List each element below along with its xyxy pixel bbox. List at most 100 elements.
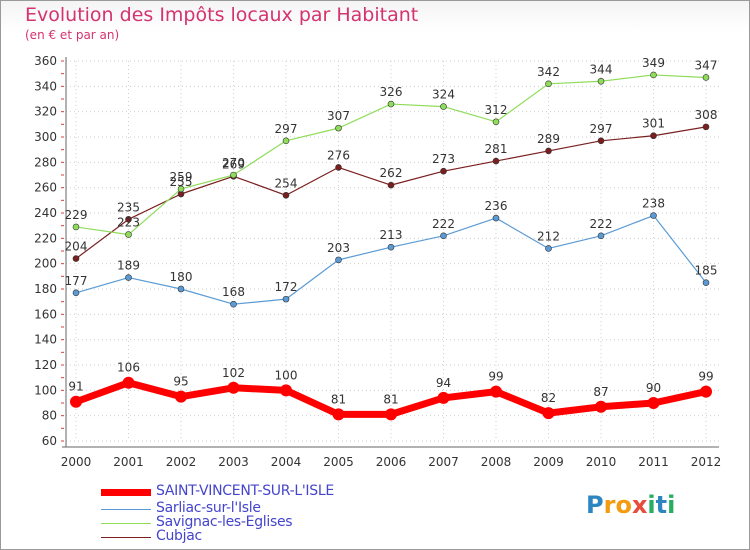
data-label-2: 349 (642, 56, 665, 70)
y-tick-label: 80 (42, 409, 57, 423)
data-label-0: 90 (646, 381, 661, 395)
data-point-3 (125, 216, 132, 223)
data-point-0 (647, 397, 660, 409)
data-point-3 (597, 137, 605, 145)
data-point-2 (545, 80, 552, 88)
logo-letter: i (647, 491, 656, 519)
y-tick-label: 280 (34, 155, 57, 169)
data-point-0 (122, 376, 135, 389)
data-label-1: 236 (485, 199, 508, 213)
data-point-0 (280, 384, 292, 397)
y-tick-label: 100 (34, 383, 57, 397)
data-label-1: 189 (117, 259, 140, 273)
data-point-1 (597, 232, 605, 240)
data-point-1 (125, 274, 132, 281)
legend-label-sarliac: Sarliac-sur-l'Isle (156, 500, 261, 516)
data-point-0 (542, 407, 555, 420)
data-point-2 (230, 171, 237, 179)
data-point-1 (230, 300, 237, 308)
data-point-3 (72, 255, 80, 262)
data-label-0: 87 (593, 385, 608, 399)
data-label-3: 301 (642, 117, 665, 131)
x-tick-label: 2004 (271, 455, 302, 469)
data-label-2: 229 (65, 208, 88, 222)
data-point-2 (440, 103, 447, 110)
data-point-1 (282, 295, 290, 303)
x-tick-label: 2007 (428, 455, 459, 469)
x-tick-label: 2011 (638, 455, 669, 469)
data-point-0 (70, 395, 82, 408)
data-point-1 (440, 232, 447, 240)
data-point-1 (492, 214, 500, 222)
data-point-1 (650, 212, 657, 219)
legend-label-saint-vincent: SAINT-VINCENT-SUR-L'ISLE (156, 483, 334, 499)
x-tick-label: 2006 (376, 455, 407, 469)
data-label-0: 102 (222, 366, 245, 380)
data-point-1 (72, 289, 80, 297)
data-label-2: 259 (170, 170, 193, 184)
data-point-2 (387, 100, 395, 108)
data-label-0: 81 (383, 392, 398, 406)
data-label-3: 273 (432, 152, 455, 166)
data-point-3 (650, 132, 657, 140)
data-label-3: 254 (275, 176, 298, 190)
data-label-3: 204 (65, 240, 88, 254)
legend-swatch-cubjac (101, 537, 151, 538)
data-point-2 (282, 137, 290, 145)
data-label-0: 91 (68, 380, 83, 394)
data-label-2: 307 (327, 109, 350, 123)
y-tick-label: 240 (34, 206, 57, 220)
data-label-3: 269 (222, 157, 245, 171)
data-point-0 (227, 381, 240, 394)
data-point-2 (335, 124, 342, 132)
y-tick-label: 340 (34, 79, 57, 93)
data-point-2 (650, 71, 657, 79)
data-point-2 (492, 118, 500, 126)
data-label-1: 212 (537, 229, 560, 243)
data-label-0: 81 (331, 392, 346, 406)
data-label-1: 180 (170, 270, 193, 284)
data-label-1: 177 (65, 274, 88, 288)
data-label-0: 94 (436, 376, 451, 390)
data-label-1: 222 (590, 217, 613, 231)
data-point-3 (545, 147, 552, 155)
data-point-1 (335, 256, 342, 264)
data-point-0 (385, 408, 397, 421)
data-point-1 (545, 245, 552, 252)
logo-letter: x (631, 491, 648, 519)
y-tick-label: 260 (34, 181, 57, 195)
legend-label-cubjac: Cubjac (156, 528, 202, 544)
data-label-2: 326 (380, 85, 403, 99)
data-point-2 (597, 77, 605, 85)
legend-swatch-saint-vincent (101, 489, 151, 496)
data-point-3 (335, 164, 342, 171)
data-label-0: 99 (488, 370, 503, 384)
logo-letter: r (603, 491, 616, 519)
y-tick-label: 60 (42, 434, 57, 448)
x-tick-label: 2010 (586, 455, 617, 469)
data-label-3: 308 (695, 108, 718, 122)
data-label-3: 262 (380, 166, 403, 180)
data-point-3 (387, 181, 395, 189)
data-label-2: 324 (432, 88, 455, 102)
y-tick-label: 320 (34, 105, 57, 119)
x-tick-label: 2003 (218, 455, 249, 469)
data-point-3 (282, 191, 290, 199)
y-tick-label: 300 (34, 130, 57, 144)
data-label-0: 106 (117, 361, 140, 375)
data-label-2: 347 (695, 58, 718, 72)
y-tick-label: 120 (34, 358, 57, 372)
data-label-2: 223 (117, 216, 140, 230)
y-tick-label: 140 (34, 333, 57, 347)
data-point-2 (125, 231, 132, 238)
data-label-1: 238 (642, 197, 665, 211)
data-point-2 (177, 185, 185, 193)
data-label-3: 297 (590, 122, 613, 136)
chart-subtitle: (en € et par an) (25, 28, 120, 42)
legend-label-savignac: Savignac-les-Eglises (156, 514, 293, 530)
data-point-2 (702, 74, 710, 81)
x-tick-label: 2012 (691, 455, 722, 469)
x-tick-label: 2002 (166, 455, 197, 469)
